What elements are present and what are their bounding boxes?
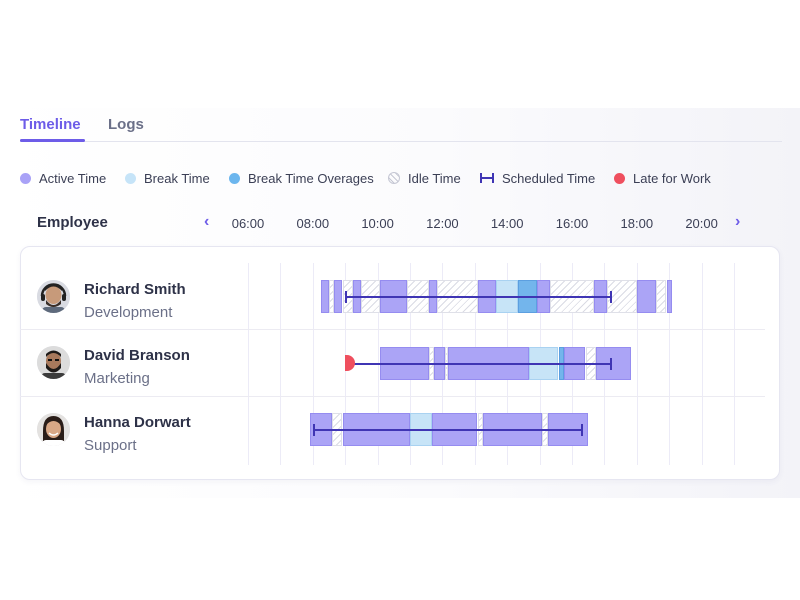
- legend-item-overage: Break Time Overages: [229, 168, 374, 188]
- chevron-left-icon[interactable]: ‹: [204, 213, 210, 230]
- grid-line: [572, 263, 573, 465]
- employee-row-hanna[interactable]: Hanna Dorwart Support: [37, 405, 237, 465]
- chevron-right-icon[interactable]: ›: [735, 213, 741, 230]
- hour-label: 12:00: [426, 216, 459, 231]
- legend-item-active: Active Time: [20, 168, 106, 188]
- grid-line: [636, 263, 638, 465]
- avatar: [37, 346, 70, 379]
- hour-label: 10:00: [361, 216, 394, 231]
- grid-line: [604, 263, 606, 465]
- legend-item-idle: Idle Time: [388, 168, 461, 188]
- grid-line: [410, 263, 411, 465]
- employee-department: Marketing: [84, 370, 150, 387]
- employee-column-header: Employee: [37, 214, 108, 231]
- hour-label: 06:00: [231, 216, 265, 231]
- employee-name: Richard Smith: [84, 281, 186, 298]
- row-divider: [20, 329, 765, 330]
- avatar: [37, 413, 70, 446]
- legend-item-scheduled: Scheduled Time: [480, 168, 595, 188]
- employee-name: David Branson: [84, 347, 190, 364]
- hour-label: 14:00: [490, 216, 524, 231]
- legend-item-late: Late for Work: [614, 168, 711, 188]
- overage-dot-icon: [229, 172, 240, 184]
- grid-line: [248, 263, 249, 465]
- hour-label: 18:00: [620, 216, 654, 231]
- break-time-dot-icon: [125, 172, 136, 184]
- employee-department: Development: [84, 304, 173, 321]
- grid-line: [701, 263, 703, 465]
- tab-logs[interactable]: Logs: [108, 116, 144, 133]
- grid-line: [377, 263, 379, 465]
- tab-bar: Timeline Logs: [20, 114, 782, 142]
- hour-label: 16:00: [555, 216, 589, 231]
- employee-name: Hanna Dorwart: [84, 414, 191, 431]
- row-divider: [20, 396, 765, 397]
- grid-line: [345, 263, 347, 465]
- grid-line: [507, 263, 509, 465]
- tab-timeline[interactable]: Timeline: [20, 116, 81, 133]
- legend-item-break: Break Time: [125, 168, 210, 188]
- late-dot-icon: [614, 172, 625, 184]
- hour-label: 08:00: [296, 216, 330, 231]
- grid-line: [442, 263, 444, 465]
- grid-line: [280, 263, 282, 465]
- avatar: [37, 280, 70, 313]
- scheduled-time-icon: [480, 173, 494, 183]
- grid-line: [734, 263, 735, 465]
- active-time-dot-icon: [20, 172, 31, 184]
- grid-line: [312, 263, 314, 465]
- employee-row-david[interactable]: David Branson Marketing: [37, 338, 237, 398]
- employee-department: Support: [84, 437, 137, 454]
- grid-line: [539, 263, 541, 465]
- hour-label: 20:00: [685, 216, 718, 231]
- grid-line: [474, 263, 476, 465]
- idle-time-icon: [388, 172, 400, 184]
- active-tab-indicator: [20, 139, 85, 142]
- employee-row-richard[interactable]: Richard Smith Development: [37, 272, 237, 332]
- grid-line: [669, 263, 671, 465]
